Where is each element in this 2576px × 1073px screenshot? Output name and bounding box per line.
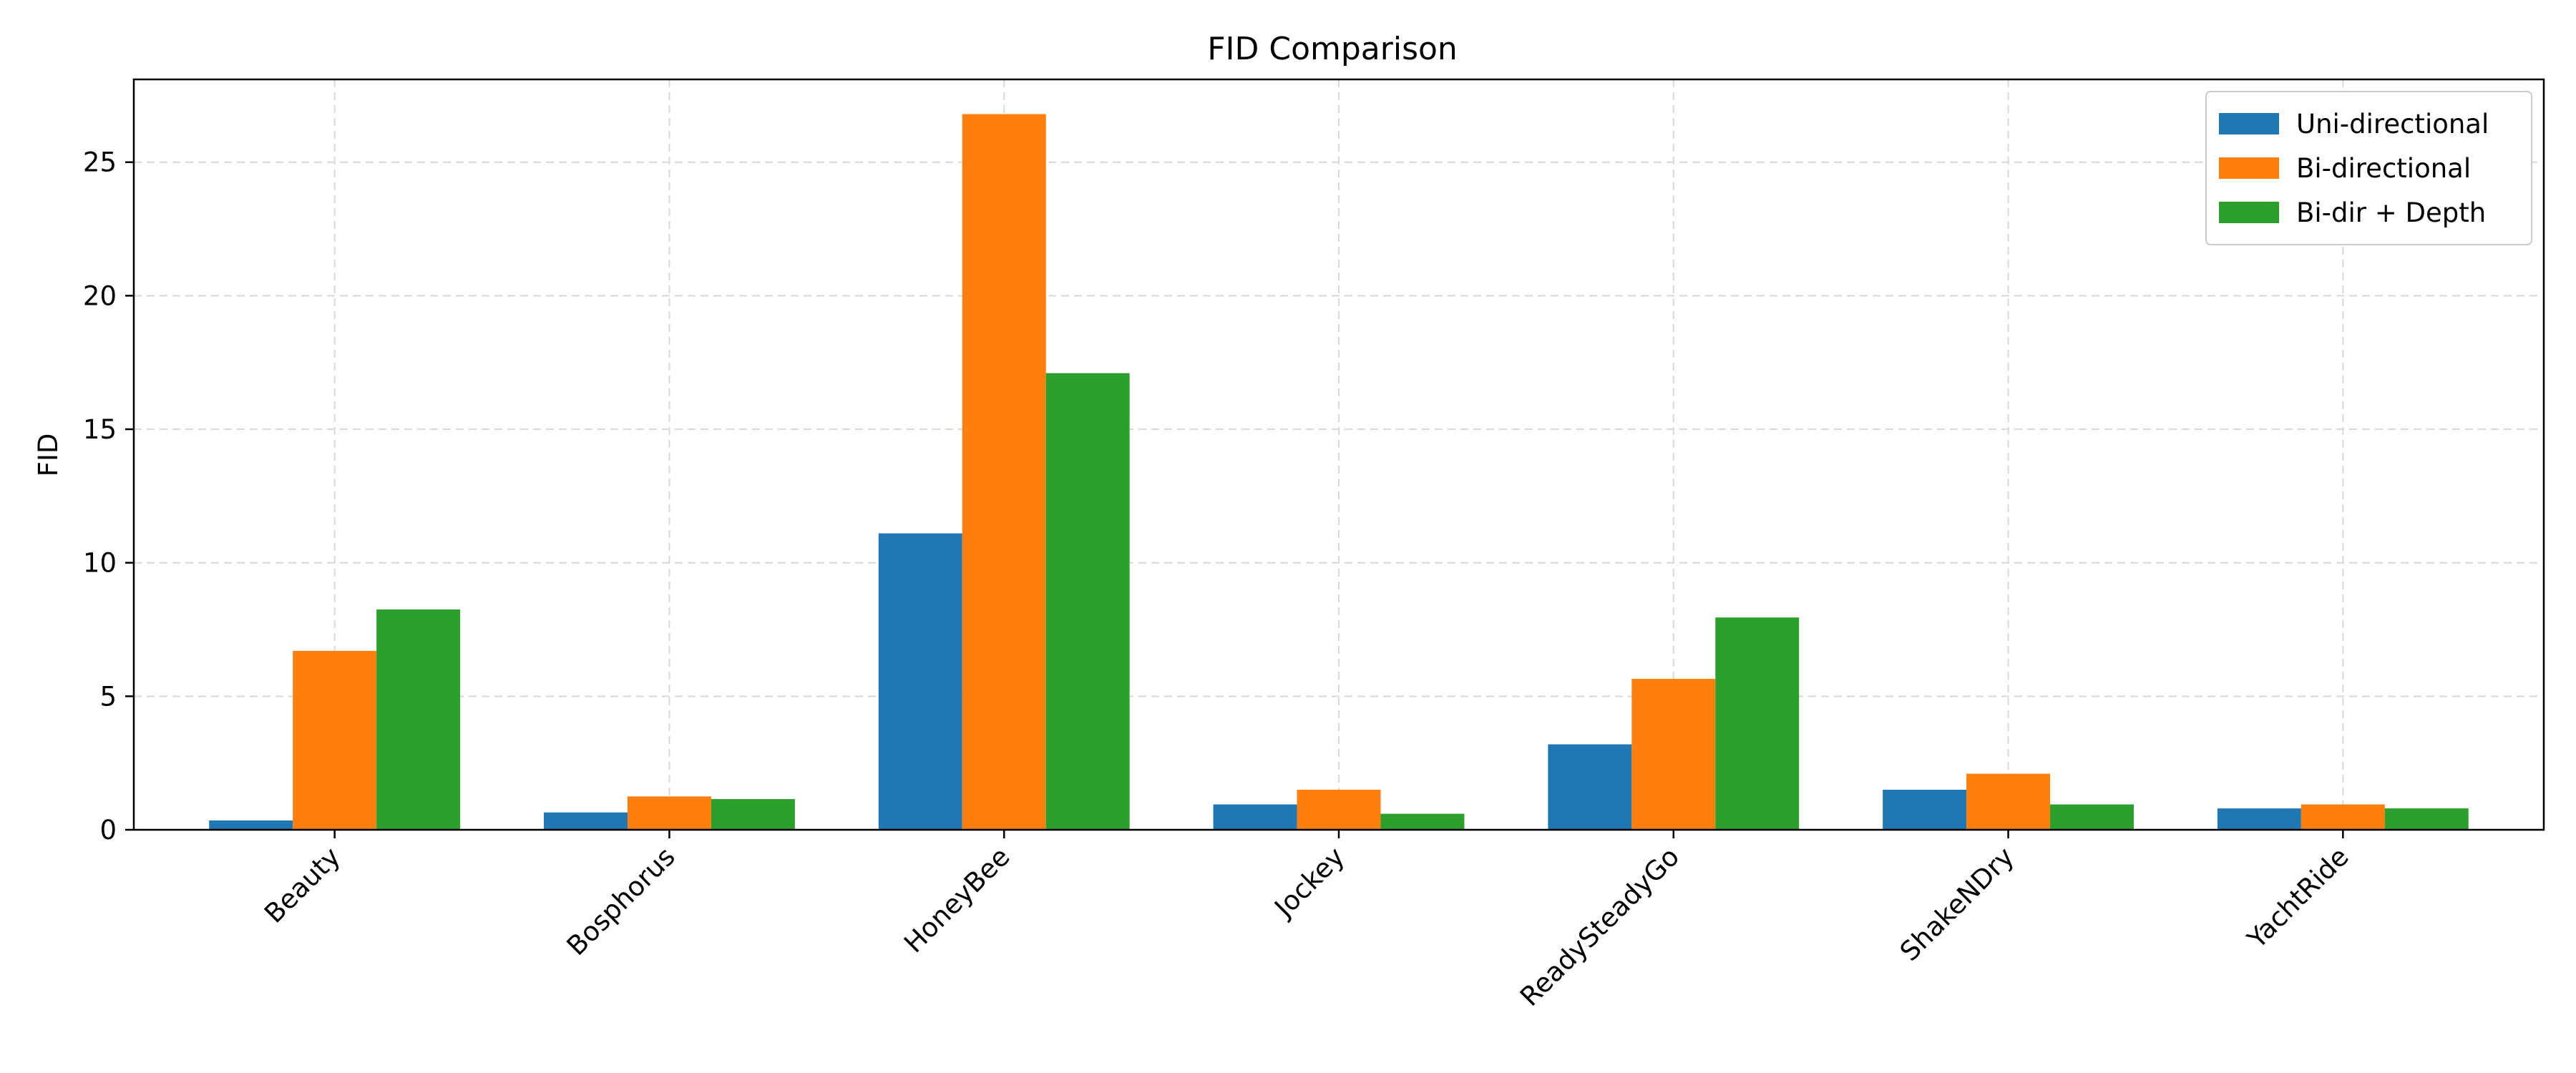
bar <box>209 820 293 830</box>
y-tick-label: 25 <box>83 147 117 178</box>
chart-title: FID Comparison <box>1207 31 1458 67</box>
bar <box>1380 813 1465 830</box>
bar <box>544 812 628 830</box>
y-tick-label: 5 <box>99 681 117 712</box>
bar <box>2217 808 2301 830</box>
x-axis: Beauty Bosphorus HoneyBee Jockey ReadySteady… <box>258 830 2355 1012</box>
gridlines <box>134 79 2544 831</box>
bar <box>1548 744 1632 830</box>
bar <box>1297 790 1381 830</box>
legend: Uni-directional Bi-directional Bi-dir + De… <box>2205 91 2532 245</box>
bars <box>209 114 2469 830</box>
y-tick-label: 15 <box>83 414 117 445</box>
bar <box>1631 679 1716 830</box>
x-tick-label: Bosphorus <box>561 841 681 961</box>
bar <box>878 533 962 830</box>
bar <box>2301 804 2385 830</box>
bar <box>376 609 461 830</box>
y-tick-label: 0 <box>99 815 117 846</box>
bar <box>1966 773 2051 830</box>
legend-swatch <box>2219 113 2279 134</box>
x-tick-label: YachtRide <box>2241 841 2355 955</box>
legend-swatch <box>2219 157 2279 179</box>
bar <box>2384 808 2469 830</box>
y-tick-label: 10 <box>83 548 117 579</box>
bar <box>962 114 1046 830</box>
y-tick-label: 20 <box>83 280 117 311</box>
bar <box>711 799 795 830</box>
bar <box>1883 790 1967 830</box>
bar <box>1045 373 1130 830</box>
bar <box>2050 804 2134 830</box>
legend-label: Bi-dir + Depth <box>2296 197 2486 228</box>
x-tick-label: Jockey <box>1268 841 1351 924</box>
y-axis: 0 5 10 15 20 25 <box>83 147 134 846</box>
x-tick-label: Beauty <box>258 841 346 929</box>
bar <box>1715 617 1800 830</box>
bar <box>627 796 711 830</box>
bar <box>1213 804 1297 830</box>
legend-swatch <box>2219 202 2279 223</box>
legend-box <box>2205 91 2532 245</box>
legend-label: Bi-directional <box>2296 153 2471 184</box>
legend-label: Uni-directional <box>2296 109 2489 139</box>
x-tick-label: ReadySteadyGo <box>1514 841 1685 1012</box>
x-tick-label: HoneyBee <box>898 841 1015 959</box>
bar <box>293 650 377 830</box>
y-axis-label: FID <box>33 433 64 477</box>
x-tick-label: ShakeNDry <box>1894 841 2020 967</box>
